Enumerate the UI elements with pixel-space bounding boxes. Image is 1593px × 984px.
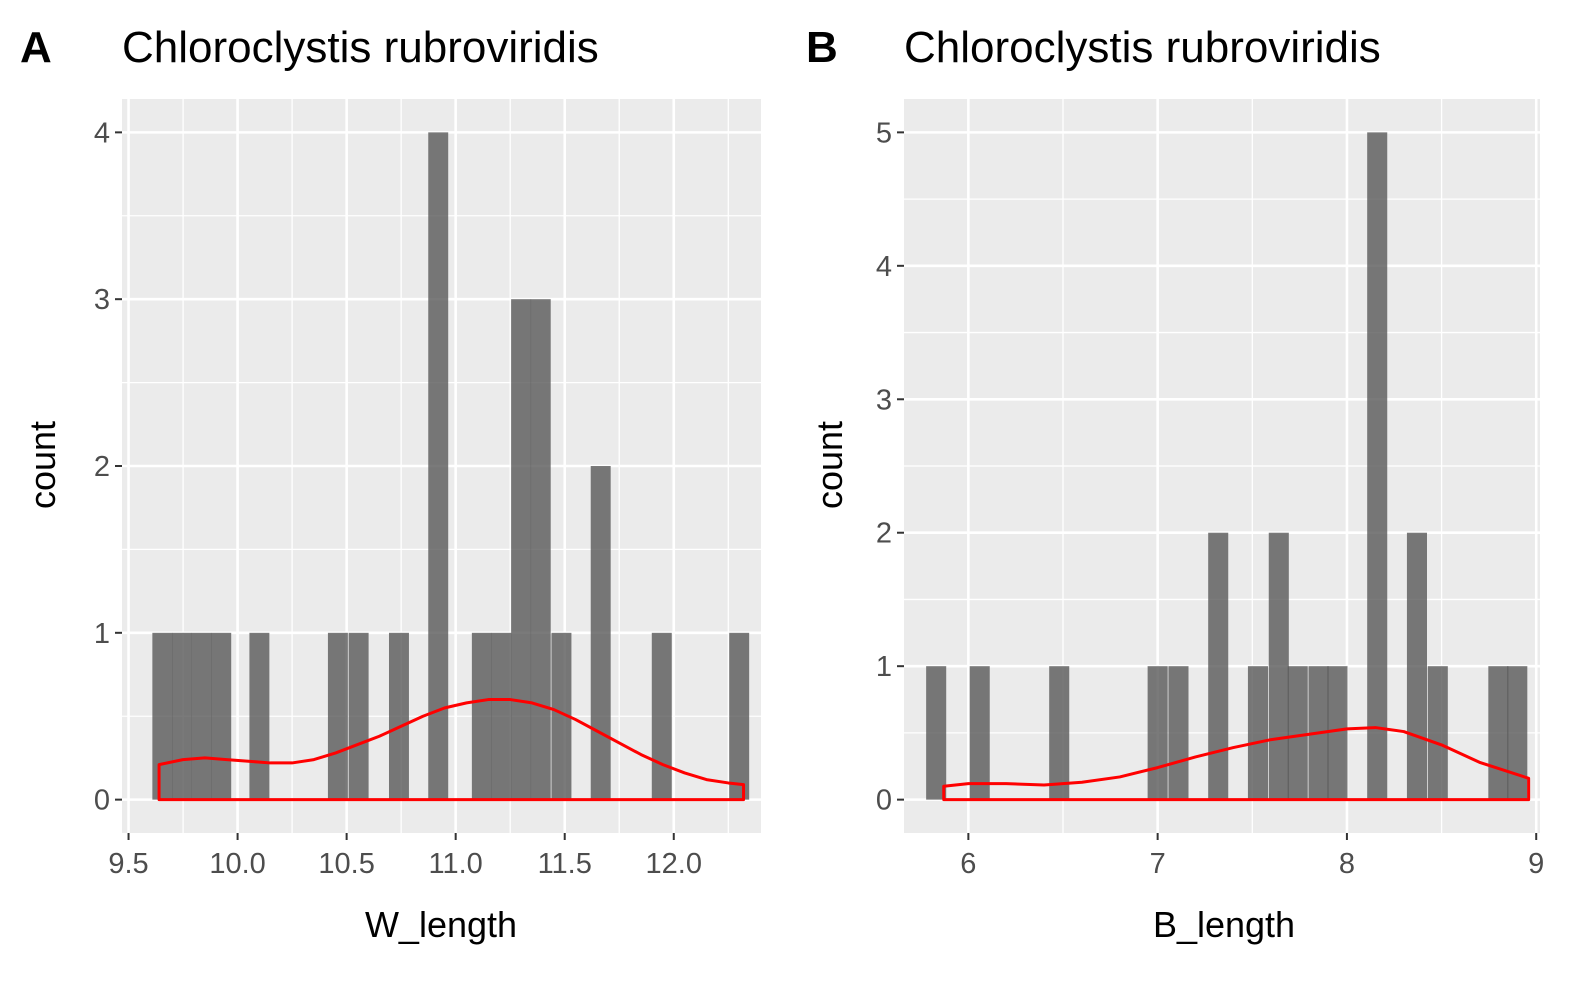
panel-b-histogram-bar	[1168, 666, 1189, 800]
panel-a-histogram-bar	[651, 632, 672, 800]
panel-a-histogram-bar	[171, 632, 192, 800]
panel-a-histogram-bar	[511, 299, 532, 800]
panel-b-density-curve	[942, 726, 1531, 802]
panel-a-histogram-bar	[551, 632, 572, 800]
panel-b-histogram-bar	[1367, 132, 1388, 800]
panel-b-x-tick-label: 8	[1339, 848, 1355, 880]
panel-b: B Chloroclystis rubroviridis 6 7 8 9 0 1 2 3 4 5…	[806, 23, 1544, 945]
panel-a-x-tick-label: 10.0	[209, 848, 265, 880]
panel-b-histogram-bar	[1488, 666, 1509, 800]
panel-a-histogram-bar	[471, 632, 492, 800]
panel-a-histogram-bar	[191, 632, 212, 800]
panel-b-y-tick-label: 5	[876, 117, 892, 149]
panel-b-histogram-bar	[926, 666, 947, 800]
panel-a-histogram-bar	[590, 466, 611, 800]
panel-a-density-curve	[157, 698, 746, 802]
panel-b-y-tick-label: 4	[876, 251, 892, 283]
panel-a-y-tick-label: 1	[94, 618, 110, 650]
panel-b-y-tick-label: 1	[876, 651, 892, 683]
panel-a-histogram-bar	[249, 632, 270, 800]
panel-a-y-tick-label: 4	[94, 117, 110, 149]
panel-a-histogram-bar	[348, 632, 369, 800]
panel-b-y-axis: 0 1 2 3 4 5	[876, 117, 904, 817]
panel-b-x-tick-label: 9	[1528, 848, 1544, 880]
panel-a-x-tick-label: 11.5	[538, 848, 592, 880]
panel-b-histogram-bar	[1287, 666, 1308, 800]
panel-b-histogram-bar	[1268, 532, 1289, 800]
panel-a-histogram-bar	[428, 132, 449, 800]
panel-b-x-tick-label: 7	[1150, 848, 1166, 880]
panel-b-y-tick-label: 3	[876, 384, 892, 416]
panel-b-histogram-bar	[1406, 532, 1427, 800]
panel-b-histogram-bar	[1147, 666, 1168, 800]
panel-b-y-axis-title: count	[809, 421, 850, 509]
panel-a: A Chloroclystis rubroviridis 9.5 10.0 10.5…	[20, 23, 761, 945]
panel-a-histogram-bar	[729, 632, 750, 800]
panel-a-x-axis: 9.5 10.0 10.5 11.0 11.5 12.0	[108, 833, 702, 880]
panel-b-x-axis-title: B_length	[1153, 904, 1295, 945]
panel-b-histogram-bar	[1427, 666, 1448, 800]
panel-b-histogram-bar	[1507, 666, 1528, 800]
panel-a-title: Chloroclystis rubroviridis	[122, 23, 599, 72]
panel-a-x-tick-label: 9.5	[108, 848, 148, 880]
panel-a-histogram-bar	[211, 632, 232, 800]
panel-a-x-tick-label: 12.0	[646, 848, 702, 880]
panel-a-y-axis: 0 1 2 3 4	[94, 117, 122, 817]
panel-b-histogram-bar	[1049, 666, 1070, 800]
panel-a-y-axis-title: count	[22, 421, 63, 509]
panel-b-x-tick-label: 6	[960, 848, 976, 880]
panel-b-histogram-bar	[969, 666, 990, 800]
panel-a-x-axis-title: W_length	[365, 904, 517, 945]
panel-b-y-tick-label: 0	[876, 785, 892, 817]
panel-b-histogram-bar	[1247, 666, 1268, 800]
panel-a-y-tick-label: 2	[94, 451, 110, 483]
panel-a-histogram-bar	[491, 632, 512, 800]
panel-a-histogram-bar	[152, 632, 173, 800]
panel-a-y-tick-label: 0	[94, 785, 110, 817]
panel-b-y-tick-label: 2	[876, 518, 892, 550]
panel-b-x-axis: 6 7 8 9	[960, 833, 1544, 880]
panel-b-histogram-bar	[1208, 532, 1229, 800]
panel-b-histogram-bar	[1327, 666, 1348, 800]
panel-b-title: Chloroclystis rubroviridis	[904, 23, 1381, 72]
panel-a-y-tick-label: 3	[94, 284, 110, 316]
panel-a-histogram-bar	[327, 632, 348, 800]
panel-a-x-tick-label: 10.5	[318, 848, 374, 880]
panel-a-histogram-bar	[388, 632, 409, 800]
panel-a-tag: A	[20, 23, 52, 72]
panel-b-tag: B	[806, 23, 838, 72]
panel-a-x-tick-label: 11.0	[429, 848, 483, 880]
panel-a-histogram-bar	[530, 299, 551, 800]
